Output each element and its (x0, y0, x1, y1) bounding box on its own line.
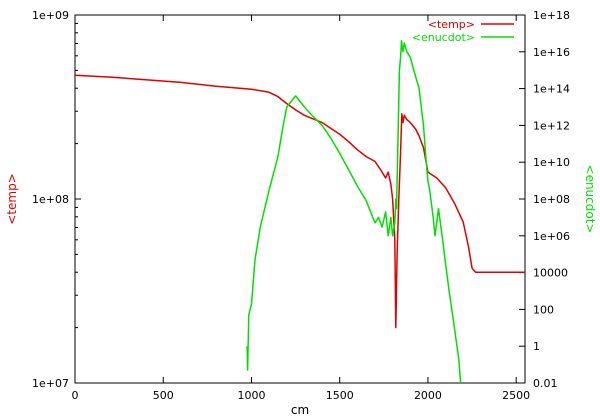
y-right-tick-label: 1e+12 (533, 119, 570, 132)
y-right-tick-label: 1e+08 (533, 193, 570, 206)
y-left-tick-label: 1e+09 (32, 9, 69, 22)
y-left-axis-ticks: 1e+07 1e+08 1e+09 (32, 9, 81, 390)
y-right-tick-label: 1e+10 (533, 156, 570, 169)
x-tick-label: 2500 (502, 389, 530, 402)
x-tick-label: 2000 (414, 389, 442, 402)
y-right-tick-label: 1e+18 (533, 9, 570, 22)
y-left-tick-label: 1e+08 (32, 193, 69, 206)
y-right-tick-label: 1e+16 (533, 46, 570, 59)
y-right-tick-label: 100 (533, 303, 554, 316)
y-right-tick-label: 0.01 (533, 377, 558, 390)
series-lines (74, 39, 525, 384)
series-line-enucdot (246, 39, 462, 384)
y-right-axis-ticks: 0.01 1 100 10000 1e+06 1e+08 1e+10 1e+12 1e+14 1e… (519, 9, 570, 390)
y-right-tick-label: 1e+14 (533, 83, 570, 96)
legend-label-temp: <temp> (428, 18, 475, 31)
legend: <temp><enucdot> (412, 18, 514, 44)
y-right-tick-label: 10000 (533, 267, 568, 280)
y-right-tick-label: 1 (533, 340, 540, 353)
y-right-tick-label: 1e+06 (533, 230, 570, 243)
x-axis-ticks: 0 500 1000 1500 2000 2500 (72, 15, 530, 402)
y-left-tick-label: 1e+07 (32, 377, 69, 390)
x-tick-label: 0 (72, 389, 79, 402)
legend-label-enucdot: <enucdot> (412, 31, 475, 44)
y-right-axis-title: <enucdot> (583, 165, 597, 234)
x-tick-label: 1500 (326, 389, 354, 402)
series-line-temp (74, 74, 525, 329)
x-tick-label: 500 (153, 389, 174, 402)
plot-area-frame (74, 14, 526, 384)
x-axis-title: cm (291, 403, 309, 417)
x-tick-label: 1000 (237, 389, 265, 402)
y-left-axis-title: <temp> (5, 173, 19, 225)
